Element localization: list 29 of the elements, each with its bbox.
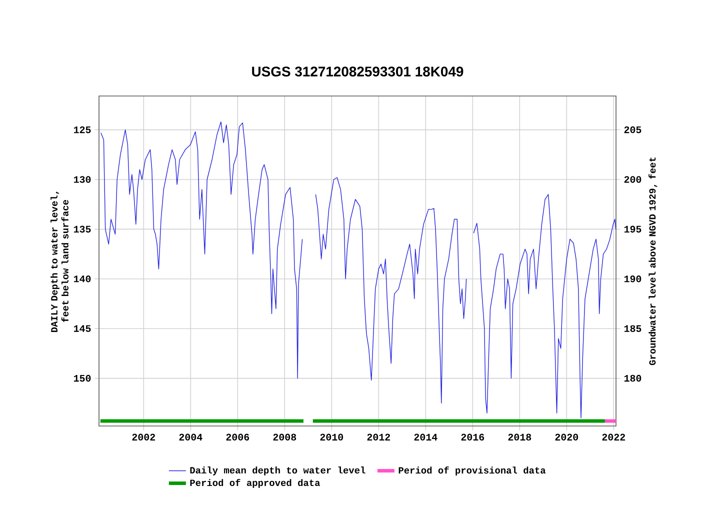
legend-label: Period of approved data bbox=[190, 478, 320, 488]
x-tick-label: 2016 bbox=[461, 434, 484, 441]
y-axis-title: DAILY Depth to water level, feet below land surface bbox=[50, 192, 68, 332]
x-tick-label: 2020 bbox=[555, 434, 578, 441]
legend-label: Period of provisional data bbox=[398, 466, 546, 476]
y-tick-label: 125 bbox=[74, 126, 91, 134]
x-tick-label: 2018 bbox=[508, 434, 532, 441]
y2-tick-label: 190 bbox=[624, 276, 642, 282]
y2-tick-label: 185 bbox=[624, 325, 642, 332]
y-tick-label: 135 bbox=[74, 226, 91, 233]
y2-tick-label: 200 bbox=[624, 176, 642, 183]
y-tick-label: 130 bbox=[74, 176, 91, 183]
chart-title: USGS 312712082593301 18K049 bbox=[252, 66, 464, 77]
y-tick-label: 140 bbox=[74, 276, 91, 282]
x-tick-label: 2010 bbox=[320, 434, 344, 441]
x-tick-label: 2004 bbox=[179, 434, 202, 441]
y-tick-label: 145 bbox=[74, 325, 91, 332]
x-tick-label: 2002 bbox=[132, 434, 156, 441]
x-tick-label: 2006 bbox=[226, 434, 250, 441]
y2-tick-label: 195 bbox=[624, 226, 642, 233]
y-tick-label: 150 bbox=[74, 374, 91, 382]
x-tick-label: 2012 bbox=[367, 434, 390, 441]
y2-tick-label: 180 bbox=[624, 374, 642, 382]
x-tick-label: 2022 bbox=[602, 434, 626, 441]
x-tick-label: 2008 bbox=[273, 434, 296, 441]
y2-tick-label: 205 bbox=[624, 126, 642, 134]
y2-axis-title: Groundwater level above NGVD 1929, feet bbox=[648, 157, 658, 366]
x-tick-label: 2014 bbox=[414, 434, 438, 441]
legend-label: Daily mean depth to water level bbox=[190, 466, 366, 476]
